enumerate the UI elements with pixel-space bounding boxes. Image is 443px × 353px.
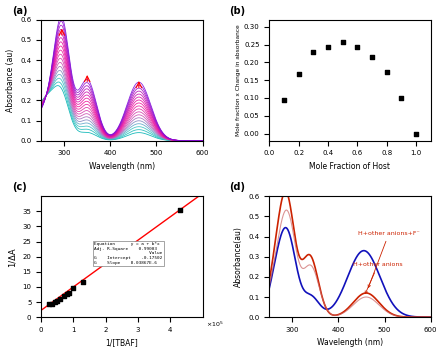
Point (46, 302, 53, 307)
X-axis label: Wavelength (nm): Wavelength (nm) (89, 162, 155, 171)
Y-axis label: 1/ΔA: 1/ΔA (8, 247, 17, 267)
Point (65, 290, 72, 296)
Point (57, 296, 64, 302)
X-axis label: Wavelength (nm): Wavelength (nm) (317, 339, 383, 347)
Point (60, 293, 67, 299)
Point (280, 97, 288, 103)
Point (176, 207, 183, 213)
Point (398, 95, 405, 101)
Point (63, 291, 70, 297)
Text: H+other anions+F⁻: H+other anions+F⁻ (358, 231, 420, 287)
Point (383, 70, 390, 75)
Y-axis label: Absorbance (au): Absorbance (au) (6, 49, 15, 112)
Point (54, 298, 61, 304)
Point (51, 299, 58, 305)
Point (412, 131, 420, 137)
Text: $\times$10$^5$: $\times$10$^5$ (206, 320, 223, 329)
Point (339, 39, 346, 44)
Point (79, 280, 86, 285)
Point (324, 44, 331, 50)
Point (70, 286, 77, 291)
Y-axis label: Absorbance(au): Absorbance(au) (234, 226, 243, 287)
Text: Equation      y = a + b*x
Adj. R-Square    0.99003
                     Value
G : Equation y = a + b*x Adj. R-Square 0.990… (94, 242, 163, 265)
Point (48, 301, 55, 306)
Text: (a): (a) (12, 6, 27, 16)
Text: (d): (d) (229, 182, 245, 192)
Text: H+other anions: H+other anions (353, 262, 403, 294)
Text: (b): (b) (229, 6, 245, 16)
X-axis label: Mole Fraction of Host: Mole Fraction of Host (310, 162, 390, 171)
Y-axis label: Mole fraction x Change in absorbance: Mole fraction x Change in absorbance (236, 24, 241, 136)
Point (354, 44, 361, 50)
Point (102, 258, 109, 264)
Point (369, 54, 376, 60)
Point (295, 71, 302, 77)
X-axis label: 1/[TBAF]: 1/[TBAF] (105, 339, 138, 347)
Point (310, 50, 317, 55)
Text: (c): (c) (12, 182, 27, 192)
